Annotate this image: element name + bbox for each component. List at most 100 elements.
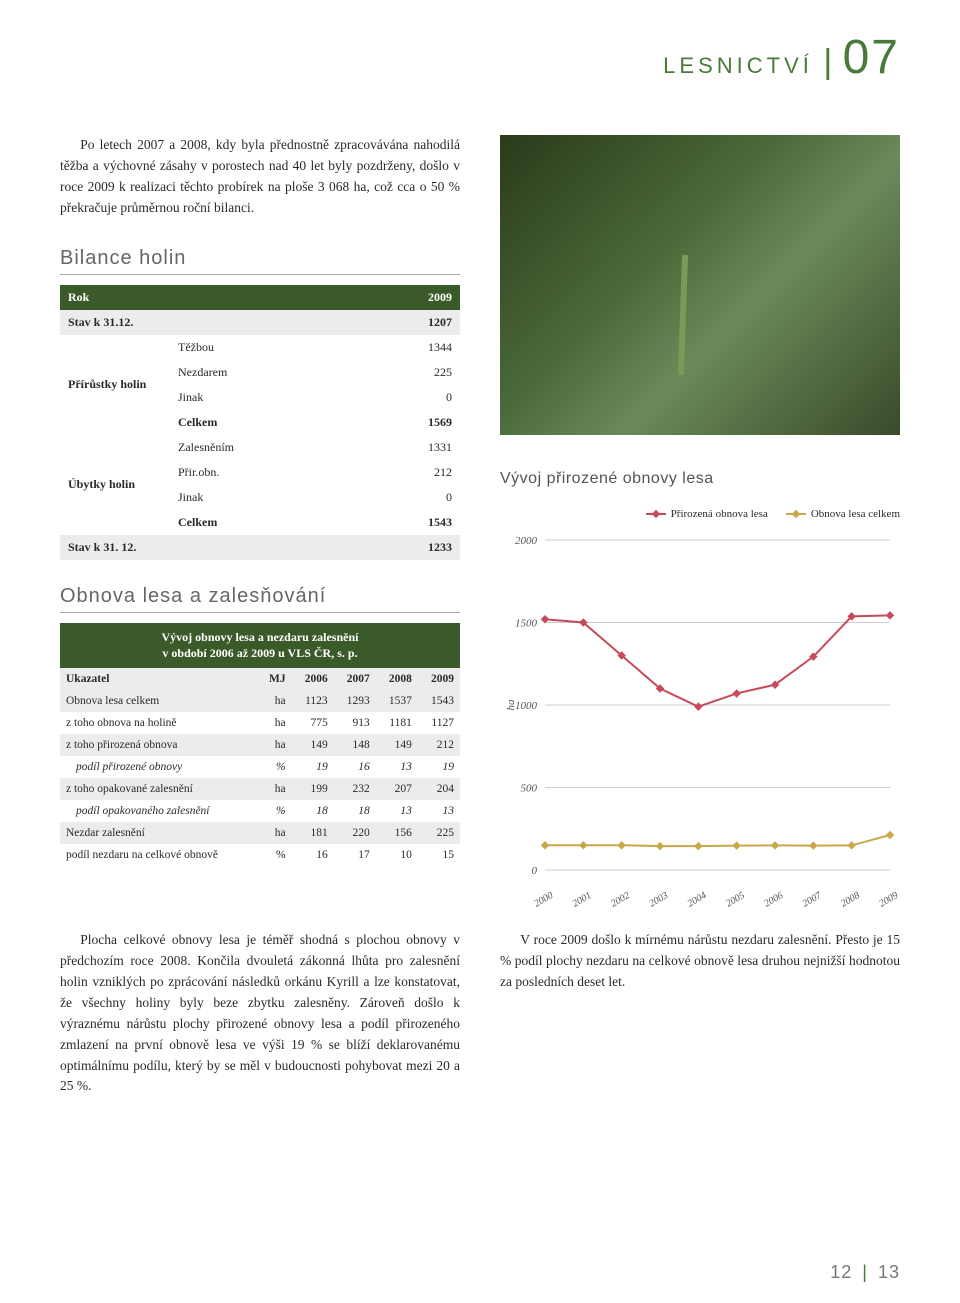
- t2-r3-v3: 19: [418, 756, 460, 778]
- svg-text:2001: 2001: [571, 890, 594, 910]
- svg-text:500: 500: [521, 783, 538, 795]
- t2-r0-v2: 1537: [376, 690, 418, 712]
- t1-group1-label: Přírůstky holin: [60, 335, 170, 435]
- t2-r4-mj: ha: [257, 778, 291, 800]
- t2-r0-v3: 1543: [418, 690, 460, 712]
- t2-r1-v2: 1181: [376, 712, 418, 734]
- t1-g1-s0-l: Těžbou: [170, 335, 356, 360]
- svg-text:2002: 2002: [609, 890, 632, 910]
- pagenum-left: 12: [830, 1262, 852, 1282]
- t1-g2-s3-v: 1543: [356, 510, 460, 535]
- t1-col-year: 2009: [356, 285, 460, 310]
- t2-r3-v2: 13: [376, 756, 418, 778]
- t2-r4-label: z toho opakované zalesnění: [60, 778, 257, 800]
- t2-r7-label: podíl nezdaru na celkové obnově: [60, 844, 257, 866]
- t2-r1-v3: 1127: [418, 712, 460, 734]
- pagenum-right: 13: [878, 1262, 900, 1282]
- t2-col-2: 2006: [292, 668, 334, 690]
- t2-r6-v0: 181: [292, 822, 334, 844]
- t2-r6-v2: 156: [376, 822, 418, 844]
- section-heading-obnova: Obnova lesa a zalesňování: [60, 585, 460, 613]
- svg-text:2005: 2005: [724, 890, 747, 910]
- t1-g1-s1-l: Nezdarem: [170, 360, 356, 385]
- svg-text:2000: 2000: [532, 890, 555, 910]
- t2-r4-v1: 232: [334, 778, 376, 800]
- t2-r1-mj: ha: [257, 712, 291, 734]
- table2-title: Vývoj obnovy lesa a nezdaru zalesnění v …: [60, 623, 460, 669]
- t2-r2-label: z toho přirozená obnova: [60, 734, 257, 756]
- t2-r7-v2: 10: [376, 844, 418, 866]
- t2-r0-v1: 1293: [334, 690, 376, 712]
- t2-r5-label: podíl opakovaného zalesnění: [60, 800, 257, 822]
- t2-r5-v2: 13: [376, 800, 418, 822]
- t1-g1-s3-l: Celkem: [170, 410, 356, 435]
- t2-r1-v0: 775: [292, 712, 334, 734]
- page-header: LESNICTVÍ | 07: [60, 30, 900, 85]
- t2-r5-v0: 18: [292, 800, 334, 822]
- t1-g1-s1-v: 225: [356, 360, 460, 385]
- page-number: 12 | 13: [830, 1262, 900, 1283]
- t1-r3-val: 1233: [356, 535, 460, 560]
- header-number: 07: [843, 31, 900, 84]
- t2-title-l1: Vývoj obnovy lesa a nezdaru zalesnění: [161, 630, 358, 644]
- t1-col-label: Rok: [60, 285, 356, 310]
- bottom-para-left: Plocha celkové obnovy lesa je téměř shod…: [60, 930, 460, 1097]
- header-category: LESNICTVÍ: [663, 53, 813, 78]
- t2-r6-label: Nezdar zalesnění: [60, 822, 257, 844]
- table-obnova: UkazatelMJ2006200720082009 Obnova lesa c…: [60, 668, 460, 866]
- legend-mark-2: [786, 513, 806, 515]
- section-heading-bilance: Bilance holin: [60, 247, 460, 275]
- t1-r0-val: 1207: [356, 310, 460, 335]
- t1-g2-s1-v: 212: [356, 460, 460, 485]
- t1-g2-s0-l: Zalesněním: [170, 435, 356, 460]
- t1-g2-s1-l: Přir.obn.: [170, 460, 356, 485]
- t2-r0-mj: ha: [257, 690, 291, 712]
- t2-col-4: 2008: [376, 668, 418, 690]
- svg-text:2006: 2006: [762, 890, 785, 910]
- t2-col-1: MJ: [257, 668, 291, 690]
- svg-text:2009: 2009: [877, 890, 900, 910]
- t2-r3-label: podíl přirozené obnovy: [60, 756, 257, 778]
- t2-r4-v3: 204: [418, 778, 460, 800]
- t1-g1-s2-v: 0: [356, 385, 460, 410]
- t2-r1-v1: 913: [334, 712, 376, 734]
- t1-r0-label: Stav k 31.12.: [60, 310, 356, 335]
- chart-area: 0500100015002000ha2000200120022003200420…: [500, 530, 900, 910]
- t2-r1-label: z toho obnova na holině: [60, 712, 257, 734]
- photo-seedling: [500, 135, 900, 435]
- t2-r4-v2: 207: [376, 778, 418, 800]
- pagenum-sep: |: [862, 1262, 868, 1282]
- legend-mark-1: [646, 513, 666, 515]
- t1-r3-label: Stav k 31. 12.: [60, 535, 356, 560]
- t2-r3-v0: 19: [292, 756, 334, 778]
- svg-text:1500: 1500: [515, 618, 538, 630]
- t2-r7-v3: 15: [418, 844, 460, 866]
- t2-r5-mj: %: [257, 800, 291, 822]
- t1-g1-s0-v: 1344: [356, 335, 460, 360]
- t1-g2-s3-l: Celkem: [170, 510, 356, 535]
- t2-r5-v3: 13: [418, 800, 460, 822]
- t2-r2-v2: 149: [376, 734, 418, 756]
- t2-col-0: Ukazatel: [60, 668, 257, 690]
- legend-item-1: Přirozená obnova lesa: [646, 508, 768, 520]
- chart-svg: 0500100015002000ha2000200120022003200420…: [500, 530, 900, 910]
- t2-title-l2: v období 2006 až 2009 u VLS ČR, s. p.: [162, 646, 357, 660]
- intro-paragraph: Po letech 2007 a 2008, kdy byla přednost…: [60, 135, 460, 219]
- svg-text:2000: 2000: [515, 535, 538, 547]
- t2-r2-v1: 148: [334, 734, 376, 756]
- t2-r5-v1: 18: [334, 800, 376, 822]
- t2-r2-mj: ha: [257, 734, 291, 756]
- svg-text:2007: 2007: [801, 890, 825, 910]
- t2-r0-label: Obnova lesa celkem: [60, 690, 257, 712]
- svg-text:2008: 2008: [839, 890, 862, 910]
- t2-r7-v1: 17: [334, 844, 376, 866]
- t2-r2-v0: 149: [292, 734, 334, 756]
- t1-g2-s2-l: Jinak: [170, 485, 356, 510]
- t2-r7-v0: 16: [292, 844, 334, 866]
- t2-r3-mj: %: [257, 756, 291, 778]
- t1-g2-s0-v: 1331: [356, 435, 460, 460]
- t1-g1-s2-l: Jinak: [170, 385, 356, 410]
- svg-text:2003: 2003: [647, 890, 670, 910]
- t1-group2-label: Úbytky holin: [60, 435, 170, 535]
- t2-r2-v3: 212: [418, 734, 460, 756]
